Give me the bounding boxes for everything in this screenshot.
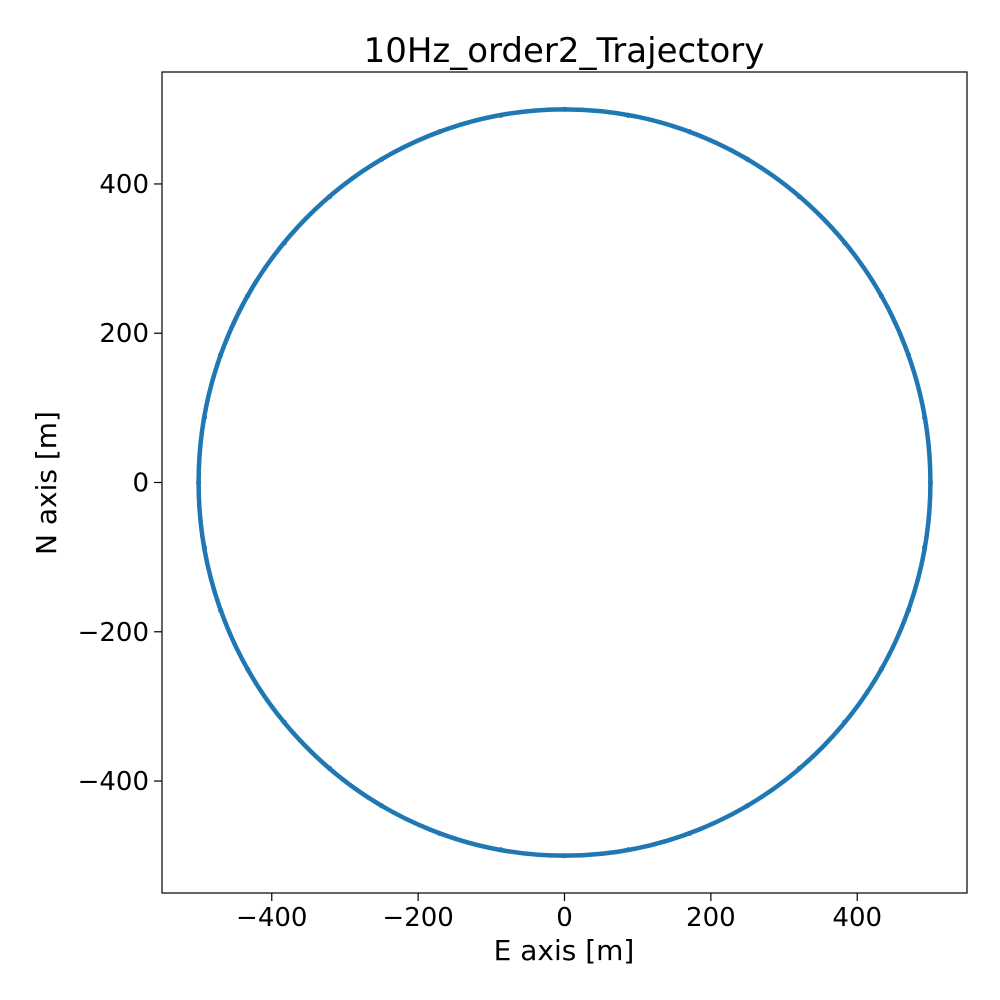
trajectory-point-17 [201,414,208,421]
y-tick-label-0: −400 [78,767,149,797]
trajectory-point-28 [625,847,631,853]
trajectory-point-6 [744,156,751,162]
trajectory-point-20 [217,607,224,613]
x-tick-label-2: 0 [556,903,573,933]
trajectory-point-22 [281,719,287,725]
x-tick-label-3: 200 [686,903,736,933]
trajectory-point-3 [878,293,884,299]
trajectory-point-31 [796,765,803,771]
trajectory-point-30 [744,803,751,809]
trajectory-point-14 [281,240,287,246]
plot-area [195,106,934,859]
trajectory-point-12 [378,156,385,162]
y-tick-label-3: 200 [99,319,149,349]
trajectory-point-18 [195,479,202,486]
trajectory-point-25 [436,830,442,836]
x-tick-label-0: −400 [236,903,307,933]
trajectory-point-27 [561,853,568,859]
trajectory-point-24 [378,803,385,809]
trajectory-point-32 [842,719,848,725]
trajectory-point-34 [905,607,912,613]
y-tick-label-4: 400 [99,170,149,200]
trajectory-point-15 [245,293,251,299]
trajectory-point-5 [796,194,803,200]
trajectory-point-2 [905,352,912,358]
trajectory-point-16 [217,352,224,358]
trajectory-point-26 [498,847,504,853]
trajectory-point-10 [498,112,504,118]
trajectory-point-9 [561,106,568,112]
x-tick-label-4: 400 [832,903,882,933]
chart-title: 10Hz_order2_Trajectory [364,31,765,71]
trajectory-point-8 [625,112,631,118]
axis-ticks: −400 −200 0 200 400 −400 −200 0 200 400 [78,170,882,933]
trajectory-point-21 [245,666,251,672]
y-tick-label-2: 0 [132,469,149,499]
trajectory-point-29 [687,830,693,836]
x-axis-label: E axis [m] [494,934,635,967]
trajectory-point-0 [927,479,934,486]
x-tick-label-1: −200 [382,903,453,933]
y-tick-label-1: −200 [78,618,149,648]
trajectory-point-23 [326,765,333,771]
trajectory-point-33 [878,666,884,672]
trajectory-point-19 [201,544,208,551]
y-axis-label: N axis [m] [30,411,63,555]
trajectory-point-35 [921,544,928,551]
trajectory-point-4 [842,240,848,246]
trajectory-point-1 [921,414,928,421]
trajectory-point-13 [326,194,333,200]
plot-frame [161,71,968,894]
trajectory-point-11 [436,129,442,135]
trajectory-point-7 [687,129,693,135]
